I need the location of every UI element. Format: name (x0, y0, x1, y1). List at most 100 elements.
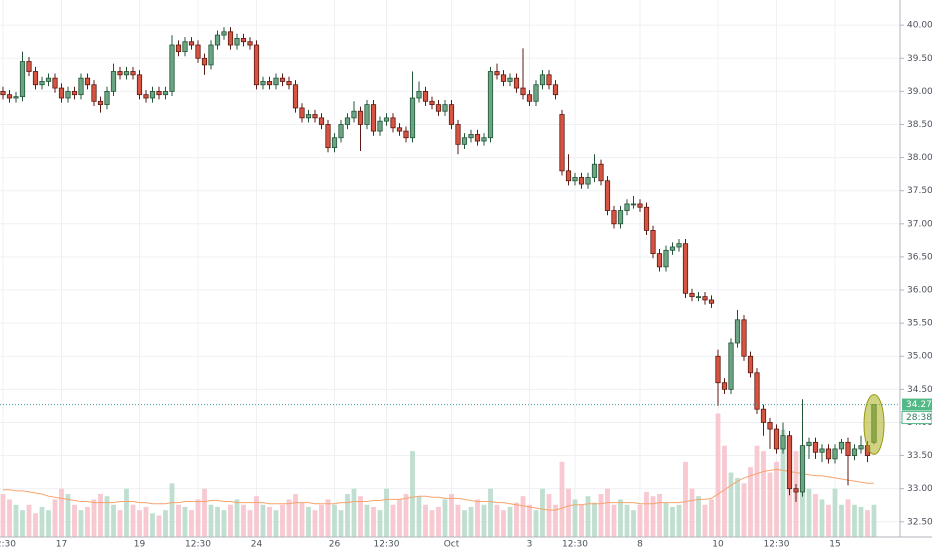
candle-body (390, 117, 396, 129)
volume-bar (514, 502, 519, 537)
volume-bar (839, 504, 844, 537)
volume-bar (780, 429, 786, 537)
volume-bar (637, 504, 643, 537)
candle-body (520, 87, 526, 96)
volume-bar (546, 494, 552, 537)
candle-body (78, 77, 84, 96)
candle-body (442, 104, 448, 112)
volume-bar (533, 510, 539, 537)
volume-bar (540, 488, 545, 537)
volume-bar (644, 491, 649, 537)
volume-bar (260, 504, 266, 537)
y-tick-label: 35.00 (907, 352, 932, 362)
candle-body (578, 177, 585, 185)
candle-body (416, 90, 422, 99)
candle-body (91, 84, 97, 102)
candle-body (299, 107, 305, 119)
candle-body (604, 180, 611, 211)
volume-bar (709, 499, 714, 537)
x-tick-label: 26 (329, 540, 341, 550)
volume-bar (332, 504, 337, 537)
x-tick-label: 10 (712, 540, 724, 550)
volume-bar (761, 451, 766, 537)
candle-body (260, 81, 266, 86)
candle-body (188, 41, 195, 46)
volume-bar (85, 506, 90, 537)
candle-body (286, 81, 292, 86)
volume-bar (442, 499, 448, 537)
candle-body (19, 61, 26, 98)
candle-body (6, 94, 13, 99)
candle-body (708, 299, 715, 304)
candle-body (734, 319, 741, 344)
candle-body (162, 90, 169, 96)
volume-bar (592, 502, 597, 537)
candle-body (676, 243, 682, 248)
candle-body (669, 246, 676, 251)
volume-bar (338, 510, 344, 537)
x-tick-label: 12:30 (562, 540, 588, 550)
candle-body (292, 84, 299, 109)
candle-body (201, 57, 208, 66)
volume-bar (26, 504, 32, 537)
candle-body (624, 203, 630, 211)
candle-body (598, 163, 604, 182)
volume-bar (182, 506, 188, 537)
candle-body (351, 110, 357, 119)
candle-body (461, 137, 468, 145)
candle-body (533, 84, 539, 102)
volume-bar (72, 504, 77, 537)
candle-body (682, 243, 689, 294)
candle-body (52, 77, 58, 89)
volume-bar (7, 499, 12, 537)
candle-body (136, 74, 143, 96)
volume-bar (494, 504, 500, 537)
candle-body (383, 117, 390, 122)
candle-body (773, 428, 780, 450)
candle-body (695, 296, 702, 299)
volume-bar (358, 496, 363, 537)
candle-body (403, 130, 409, 139)
volume-bar (78, 510, 84, 537)
volume-bar (449, 494, 454, 537)
candle-body (786, 435, 793, 490)
candle-body (819, 448, 825, 453)
candle-body (97, 100, 104, 106)
volume-bar (273, 510, 279, 537)
candle-body (279, 77, 286, 82)
candle-body (643, 206, 650, 231)
candle-body (227, 31, 234, 46)
candle-body (474, 134, 481, 142)
candle-body (318, 117, 325, 125)
candle-body (481, 137, 487, 142)
x-tick-label: 12:30 (0, 540, 16, 550)
candle-body (84, 77, 91, 86)
candle-body (312, 114, 318, 119)
candle-body (747, 355, 754, 374)
volume-bar (39, 506, 45, 537)
volume-bar (832, 488, 838, 537)
candle-body (760, 408, 767, 423)
candle-body (234, 38, 240, 46)
candle-body (702, 296, 708, 301)
candle-body (526, 94, 533, 102)
candle-body (65, 90, 71, 99)
volume-ma-line (3, 468, 874, 511)
countdown-box (901, 411, 932, 425)
volume-bar (715, 413, 721, 537)
volume-bar (325, 499, 331, 537)
volume-bar (176, 504, 181, 537)
candle-body (123, 71, 130, 76)
candle-body (71, 90, 78, 96)
volume-bar (312, 510, 318, 537)
volume-bar (124, 488, 129, 537)
candle-body (429, 100, 435, 106)
y-tick-label: 34.50 (907, 385, 932, 395)
candle-body (767, 422, 773, 430)
candle-body (149, 90, 156, 99)
volume-bar (286, 499, 292, 537)
x-tick-label: 15 (829, 540, 840, 550)
candle-body (253, 44, 260, 86)
volume-bar (605, 488, 610, 537)
candle-body (611, 210, 617, 225)
